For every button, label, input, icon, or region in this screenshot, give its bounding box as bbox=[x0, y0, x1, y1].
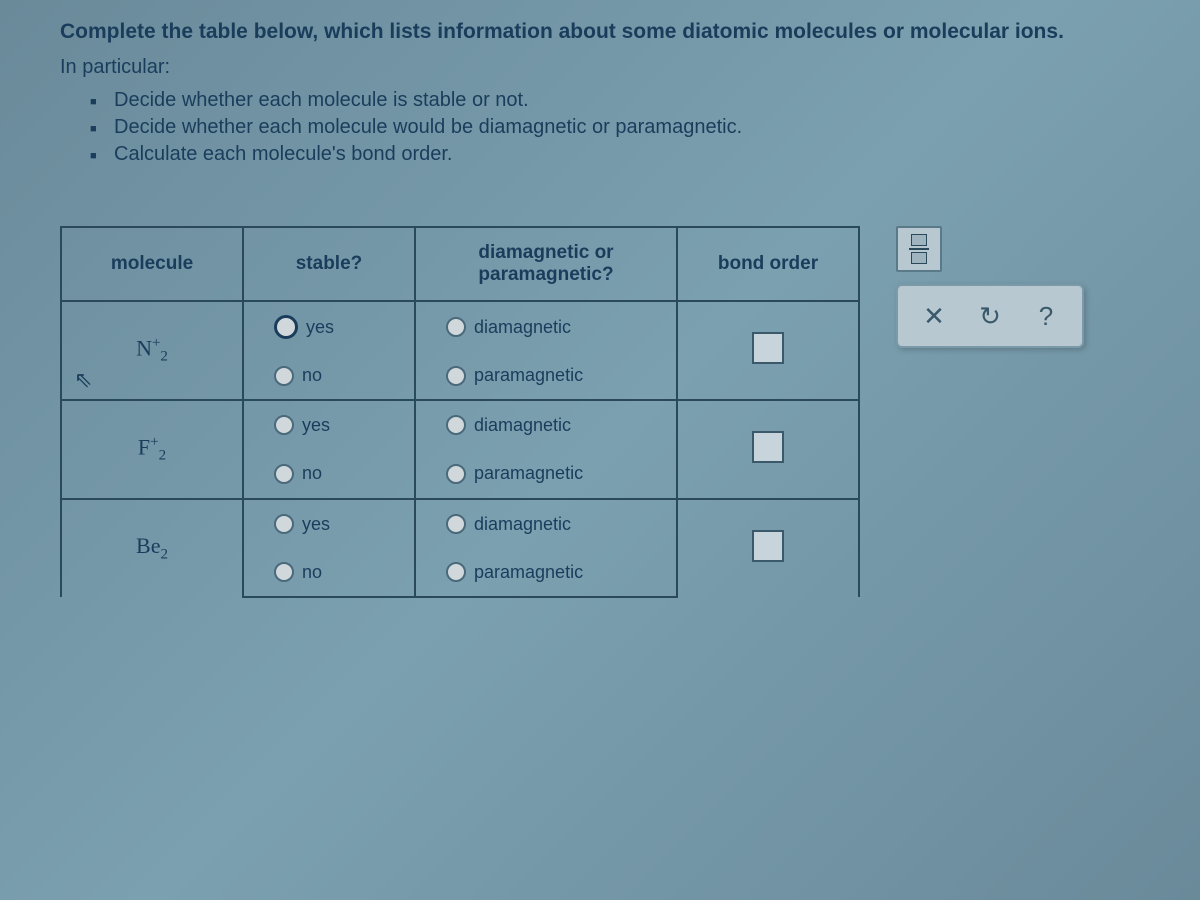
header-row: molecule stable? diamagnetic or paramagn… bbox=[61, 227, 859, 301]
tool-row: ✕ ↻ ? bbox=[896, 284, 1084, 348]
radio-icon bbox=[274, 366, 294, 386]
radio-label: no bbox=[302, 562, 322, 583]
radio-stable-yes[interactable]: yes bbox=[274, 514, 404, 535]
radio-stable-yes[interactable]: yes bbox=[274, 315, 404, 339]
radio-stable-yes[interactable]: yes bbox=[274, 415, 404, 436]
radio-diamagnetic[interactable]: diamagnetic bbox=[446, 415, 666, 436]
radio-icon bbox=[274, 315, 298, 339]
radio-label: diamagnetic bbox=[474, 415, 571, 436]
header-stable: stable? bbox=[243, 227, 415, 301]
table-row: F+2 yes diamagnetic bbox=[61, 400, 859, 450]
bullet-item: Decide whether each molecule is stable o… bbox=[90, 89, 1140, 112]
radio-icon bbox=[446, 415, 466, 435]
radio-stable-no[interactable]: no bbox=[274, 562, 404, 583]
header-bond: bond order bbox=[677, 227, 859, 301]
radio-icon bbox=[446, 562, 466, 582]
radio-icon bbox=[446, 514, 466, 534]
close-button[interactable]: ✕ bbox=[916, 298, 952, 334]
table-row: Be2 yes diamagnetic bbox=[61, 499, 859, 548]
fraction-bottom-icon bbox=[911, 252, 927, 264]
bullet-item: Decide whether each molecule would be di… bbox=[90, 116, 1140, 139]
fraction-divider-icon bbox=[909, 248, 929, 250]
radio-icon bbox=[446, 464, 466, 484]
radio-label: paramagnetic bbox=[474, 365, 583, 386]
radio-label: diamagnetic bbox=[474, 317, 571, 338]
radio-label: yes bbox=[306, 317, 334, 338]
instruction-list: Decide whether each molecule is stable o… bbox=[90, 89, 1140, 166]
radio-icon bbox=[274, 464, 294, 484]
help-button[interactable]: ? bbox=[1028, 298, 1064, 334]
molecule-cell-n2plus: ⇖ N+2 bbox=[61, 301, 243, 400]
molecule-table: molecule stable? diamagnetic or paramagn… bbox=[60, 226, 860, 598]
bullet-item: Calculate each molecule's bond order. bbox=[90, 143, 1140, 166]
intro-line1: Complete the table below, which lists in… bbox=[60, 20, 1140, 44]
radio-stable-no[interactable]: no bbox=[274, 365, 404, 386]
bond-order-input[interactable] bbox=[752, 332, 784, 364]
radio-icon bbox=[274, 415, 294, 435]
radio-label: yes bbox=[302, 514, 330, 535]
header-magnetic: diamagnetic or paramagnetic? bbox=[415, 227, 677, 301]
fraction-button[interactable] bbox=[896, 226, 942, 272]
radio-label: diamagnetic bbox=[474, 514, 571, 535]
molecule-cell-be2: Be2 bbox=[61, 499, 243, 597]
toolbox: ✕ ↻ ? bbox=[896, 226, 1084, 348]
radio-icon bbox=[446, 366, 466, 386]
molecule-cell-f2plus: F+2 bbox=[61, 400, 243, 499]
radio-paramagnetic[interactable]: paramagnetic bbox=[446, 463, 666, 484]
radio-icon bbox=[274, 514, 294, 534]
radio-paramagnetic[interactable]: paramagnetic bbox=[446, 562, 666, 583]
bond-order-input[interactable] bbox=[752, 431, 784, 463]
fraction-top-icon bbox=[911, 234, 927, 246]
radio-label: no bbox=[302, 365, 322, 386]
radio-paramagnetic[interactable]: paramagnetic bbox=[446, 365, 666, 386]
redo-button[interactable]: ↻ bbox=[972, 298, 1008, 334]
intro-line2: In particular: bbox=[60, 56, 1140, 79]
radio-label: no bbox=[302, 463, 322, 484]
radio-label: paramagnetic bbox=[474, 463, 583, 484]
radio-label: yes bbox=[302, 415, 330, 436]
bond-order-input[interactable] bbox=[752, 530, 784, 562]
radio-diamagnetic[interactable]: diamagnetic bbox=[446, 317, 666, 338]
radio-diamagnetic[interactable]: diamagnetic bbox=[446, 514, 666, 535]
radio-label: paramagnetic bbox=[474, 562, 583, 583]
radio-icon bbox=[446, 317, 466, 337]
radio-stable-no[interactable]: no bbox=[274, 463, 404, 484]
cursor-icon: ⇖ bbox=[74, 367, 92, 393]
table-row: ⇖ N+2 yes diamagnetic bbox=[61, 301, 859, 352]
radio-icon bbox=[274, 562, 294, 582]
header-molecule: molecule bbox=[61, 227, 243, 301]
